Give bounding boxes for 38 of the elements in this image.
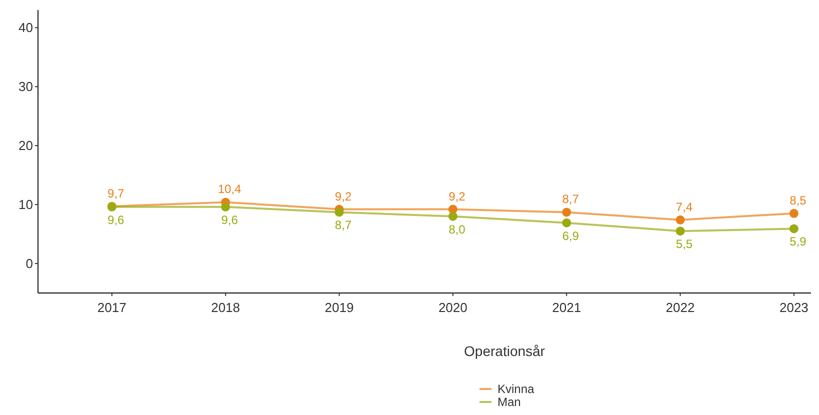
point (676, 215, 685, 224)
point (676, 226, 685, 236)
data-label: 5,5 (676, 237, 693, 252)
point (448, 212, 458, 221)
data-label: 9,7 (108, 186, 125, 200)
data-label: 9,2 (448, 189, 466, 204)
data-label: 8,0 (448, 222, 466, 236)
data-label: 6,9 (562, 228, 580, 243)
data-label: 9,6 (108, 212, 125, 227)
x-tick-label: 2023 (779, 300, 808, 315)
data-label: 7,4 (676, 200, 693, 214)
point (789, 208, 798, 218)
point (221, 202, 230, 212)
x-axis-title: Operationsår (464, 343, 546, 359)
point (562, 218, 572, 228)
data-label: 9,2 (334, 189, 352, 204)
point (334, 208, 344, 217)
y-tick-label: 40 (18, 20, 33, 36)
data-label: 5,9 (790, 234, 807, 249)
x-tick-label: 2020 (438, 300, 468, 315)
x-tick-label: 2021 (552, 300, 582, 315)
data-label: 10,4 (218, 182, 242, 196)
data-label: 8,5 (790, 193, 807, 208)
y-tick-label: 30 (18, 79, 33, 94)
x-tick-label: 2017 (97, 300, 126, 315)
x-tick-label: 2022 (666, 300, 695, 315)
x-tick-label: 2019 (324, 300, 354, 315)
y-tick-label: 10 (18, 197, 33, 212)
y-tick-label: 20 (18, 138, 33, 154)
legend-label: Man (498, 395, 521, 410)
x-tick-label: 2018 (211, 300, 240, 315)
data-label: 8,7 (334, 218, 352, 232)
data-label: 9,6 (221, 212, 238, 227)
legend-label: Kvinna (498, 382, 535, 396)
point (562, 208, 572, 217)
y-tick-label: 0 (26, 256, 33, 272)
point (789, 224, 798, 234)
data-label: 8,7 (562, 192, 580, 206)
